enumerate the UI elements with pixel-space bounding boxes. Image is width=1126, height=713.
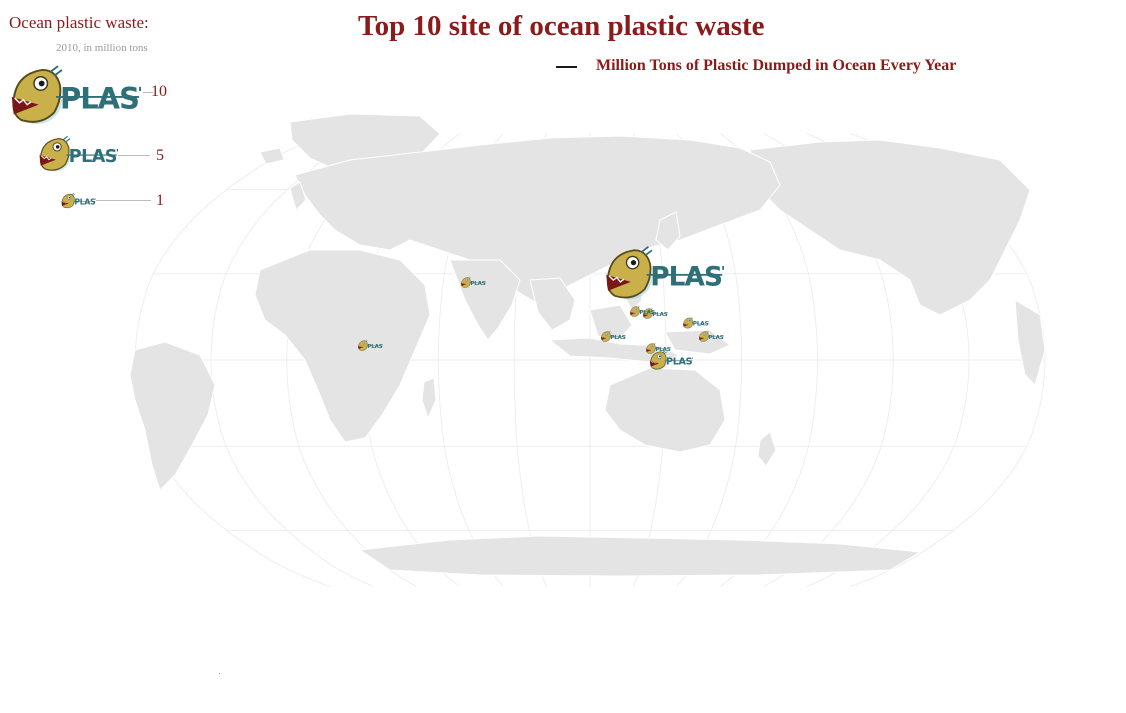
size-legend-row-small: PLASTIC 1 [60, 192, 164, 215]
plastic-fish-lettering: PLASTIC [652, 312, 668, 318]
plastic-waste-marker[interactable]: PLASTIC [682, 316, 709, 330]
plastic-waste-marker[interactable]: PLASTIC [600, 330, 626, 343]
island-new-zealand [757, 431, 777, 467]
plastic-waste-marker[interactable]: PLASTIC [648, 349, 693, 372]
size-legend-line [118, 155, 150, 156]
world-map[interactable] [120, 100, 1060, 590]
size-legend-line [143, 92, 153, 93]
plastic-fish-lettering: PLASTIC [368, 344, 384, 350]
archipelago-indonesia [548, 337, 682, 363]
plastic-fish-lettering: PLASTIC [610, 335, 626, 341]
continent-north-america [749, 139, 1031, 316]
island-iceland [259, 147, 285, 165]
continent-southeast-asia [529, 277, 576, 331]
plastic-waste-marker[interactable]: PLASTIC [645, 342, 671, 355]
map-title: Top 10 site of ocean plastic waste [358, 10, 765, 42]
plastic-fish-icon: PLASTIC [61, 192, 109, 209]
plastic-waste-marker[interactable]: PLASTIC [460, 276, 486, 289]
plastic-waste-marker[interactable]: PLASTIC [601, 243, 724, 305]
plastic-fish-lettering: PLASTIC [69, 147, 118, 167]
world-land [129, 113, 1046, 577]
legend-subtitle: 2010, in million tons [56, 42, 148, 54]
size-legend-value: 5 [156, 147, 164, 164]
size-legend-line [96, 200, 151, 201]
continent-south-america [129, 341, 216, 491]
size-legend-value: 10 [151, 83, 167, 100]
continent-australia [604, 367, 726, 453]
continent-africa [254, 249, 431, 443]
plastic-fish-lettering: PLASTIC [74, 197, 96, 206]
plastic-waste-marker[interactable]: PLASTIC [698, 330, 724, 343]
size-legend-row-medium: PLASTIC 5 [36, 134, 164, 180]
plastic-fish-lettering: PLASTIC [693, 321, 709, 327]
island-new-guinea [664, 329, 731, 355]
plastic-fish-icon: PLASTIC [39, 135, 147, 172]
island-borneo [589, 304, 633, 341]
plastic-fish-lettering: PLASTIC [650, 262, 724, 292]
plastic-fish-lettering: PLASTIC [470, 281, 486, 287]
continent-antarctica [358, 535, 922, 577]
plastic-waste-marker[interactable]: PLASTIC [357, 339, 383, 352]
island-japan [655, 211, 681, 251]
size-legend-value: 1 [156, 192, 164, 209]
island-britain [289, 181, 307, 211]
stray-dot [219, 673, 220, 674]
island-madagascar [421, 377, 437, 420]
plastic-fish-lettering: PLASTIC [656, 347, 672, 353]
plastic-waste-marker[interactable]: PLASTIC [629, 305, 655, 318]
plastic-fish-lettering: PLASTIC [640, 310, 656, 316]
continent-india [449, 259, 521, 341]
series-legend-label: Million Tons of Plastic Dumped in Ocean … [596, 57, 957, 74]
plastic-fish-lettering: PLASTIC [666, 356, 693, 367]
continent-south-america-east [1014, 299, 1046, 386]
plastic-fish-lettering: PLASTIC [708, 335, 724, 341]
series-legend-swatch [556, 66, 577, 68]
legend-title: Ocean plastic waste: [9, 13, 149, 32]
